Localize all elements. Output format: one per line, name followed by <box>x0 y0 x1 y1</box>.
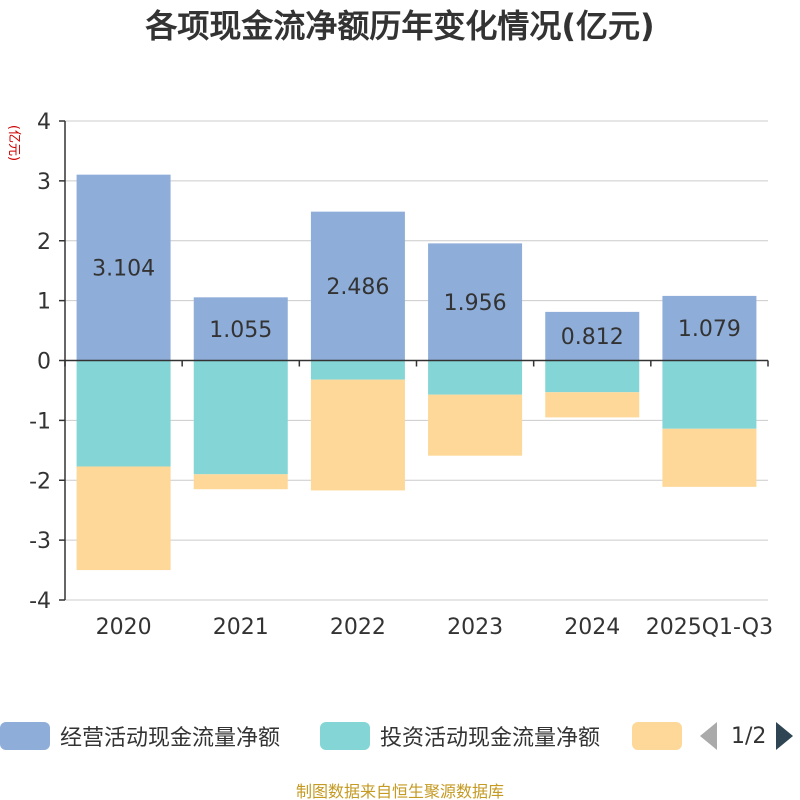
bar-series2-2022 <box>310 379 405 491</box>
y-tick-label-1: 3 <box>37 170 51 195</box>
bar-series1-2022 <box>310 360 405 380</box>
bar-series1-2025Q1-Q3 <box>662 360 757 429</box>
bar-series2-2023 <box>428 394 523 456</box>
x-tick-label-2020: 2020 <box>96 615 152 640</box>
pager-next-icon[interactable] <box>776 722 794 750</box>
x-tick-label-2025Q1-Q3: 2025Q1-Q3 <box>646 615 773 640</box>
pager-prev-icon[interactable] <box>700 722 717 750</box>
y-axis-unit-label: (亿元) <box>6 125 21 161</box>
bar-series2-2024 <box>545 392 640 418</box>
bar-series1-2021 <box>193 360 288 475</box>
legend-swatch-financing <box>632 722 682 750</box>
x-tick-label-2023: 2023 <box>447 615 503 640</box>
bar-series1-2024 <box>545 360 640 393</box>
bar-series0-2023 <box>428 243 523 361</box>
x-tick-label-2022: 2022 <box>330 615 386 640</box>
x-tick-label-2024: 2024 <box>564 615 620 640</box>
pager-text: 1/2 <box>731 723 767 749</box>
legend-item-investing[interactable]: 投资活动现金流量净额 <box>320 721 600 751</box>
bar-series0-2022 <box>310 211 405 361</box>
legend-swatch-investing <box>320 722 370 750</box>
legend-item-financing[interactable] <box>632 721 692 751</box>
legend-label-investing: 投资活动现金流量净额 <box>380 726 601 751</box>
bar-series0-2021 <box>193 297 288 361</box>
data-label-2025Q1-Q3: 1.079 <box>678 317 741 342</box>
chart-title: 各项现金流净额历年变化情况(亿元) <box>145 7 655 45</box>
bar-series1-2023 <box>428 360 523 395</box>
legend-pager: 1/2 <box>700 721 800 751</box>
bar-series2-2021 <box>193 474 288 490</box>
x-tick-label-2021: 2021 <box>213 615 269 640</box>
y-tick-label-8: -4 <box>29 589 51 614</box>
y-tick-label-2: 2 <box>37 230 51 255</box>
bar-series0-2024 <box>545 311 640 361</box>
bar-series0-2025Q1-Q3 <box>662 295 757 361</box>
y-tick-label-4: 0 <box>37 350 51 375</box>
source-note: 制图数据来自恒生聚源数据库 <box>295 782 504 800</box>
y-tick-label-6: -2 <box>29 469 51 494</box>
data-label-2024: 0.812 <box>561 325 624 350</box>
bar-series2-2020 <box>76 466 171 571</box>
data-label-2022: 2.486 <box>326 275 389 300</box>
legend-item-operating[interactable]: 经营活动现金流量净额 <box>0 721 280 751</box>
data-label-2021: 1.055 <box>209 318 272 343</box>
bar-series0-2020 <box>76 174 171 361</box>
bar-series2-2025Q1-Q3 <box>662 428 757 487</box>
data-label-2023: 1.956 <box>444 291 507 316</box>
y-tick-label-3: 1 <box>37 290 51 315</box>
y-tick-label-5: -1 <box>29 409 51 434</box>
y-tick-label-7: -3 <box>29 529 51 554</box>
bar-series1-2020 <box>76 360 171 467</box>
legend: 经营活动现金流量净额 投资活动现金流量净额 1/2 <box>0 713 800 757</box>
legend-swatch-operating <box>0 722 50 750</box>
y-tick-label-0: 4 <box>37 110 51 135</box>
legend-label-operating: 经营活动现金流量净额 <box>60 726 281 751</box>
data-label-2020: 3.104 <box>92 257 155 282</box>
